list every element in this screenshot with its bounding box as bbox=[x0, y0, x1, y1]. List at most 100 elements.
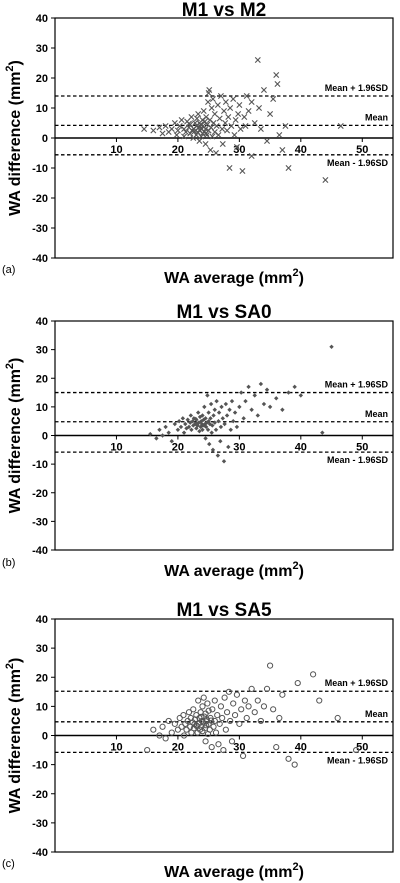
data-point bbox=[174, 726, 182, 733]
data-point bbox=[206, 87, 213, 93]
data-point bbox=[337, 123, 344, 129]
reference-line-label: Mean - 1.96SD bbox=[327, 755, 389, 765]
data-point bbox=[212, 729, 220, 736]
data-point bbox=[206, 726, 213, 733]
y-tick-label: 10 bbox=[36, 103, 48, 115]
data-point bbox=[176, 123, 183, 129]
data-point bbox=[180, 732, 188, 739]
panel-label: (c) bbox=[2, 858, 15, 870]
y-tick-label: -20 bbox=[32, 488, 48, 500]
y-tick-label: 30 bbox=[36, 643, 48, 655]
reference-line-label: Mean - 1.96SD bbox=[327, 158, 389, 168]
data-point bbox=[209, 133, 216, 140]
data-point bbox=[292, 384, 297, 390]
data-point bbox=[180, 712, 187, 719]
y-axis-label: WA difference (mm2) bbox=[4, 60, 24, 216]
reference-line-label: Mean bbox=[365, 709, 388, 719]
y-axis-label-superscript: 2 bbox=[4, 363, 16, 369]
data-point bbox=[189, 427, 194, 432]
reference-line-label: Mean bbox=[365, 112, 388, 122]
data-point bbox=[212, 420, 217, 425]
data-point bbox=[243, 714, 250, 722]
data-point bbox=[225, 688, 233, 695]
data-point bbox=[214, 398, 219, 404]
data-point bbox=[221, 694, 228, 701]
x-axis-label: WA average (mm2) bbox=[164, 861, 304, 881]
data-point bbox=[257, 717, 264, 725]
data-point bbox=[225, 114, 232, 120]
data-point bbox=[154, 436, 159, 441]
data-point bbox=[215, 132, 222, 138]
data-point bbox=[183, 726, 190, 733]
data-point bbox=[257, 126, 264, 132]
data-point bbox=[231, 712, 239, 719]
data-point bbox=[196, 138, 203, 144]
y-tick-label: 0 bbox=[42, 133, 48, 145]
data-point bbox=[228, 738, 236, 745]
y-tick-label: 30 bbox=[36, 43, 48, 55]
y-tick-label: 40 bbox=[36, 13, 48, 25]
data-point bbox=[226, 165, 233, 171]
data-point bbox=[231, 132, 238, 138]
data-point bbox=[211, 697, 218, 704]
data-point bbox=[263, 685, 271, 693]
y-tick-label: 0 bbox=[42, 431, 48, 443]
data-point bbox=[209, 96, 216, 102]
data-point bbox=[194, 426, 199, 431]
data-point bbox=[204, 700, 211, 707]
data-point bbox=[241, 416, 246, 421]
data-point bbox=[320, 430, 325, 435]
data-point bbox=[231, 418, 236, 424]
x-axis-label-close: ) bbox=[299, 563, 304, 580]
data-point bbox=[258, 381, 264, 387]
reference-line-label: Mean + 1.96SD bbox=[325, 678, 389, 688]
x-tick-label: 50 bbox=[356, 442, 368, 454]
y-tick-label: 10 bbox=[36, 402, 48, 414]
data-point bbox=[200, 694, 207, 701]
data-point bbox=[157, 427, 162, 432]
data-point bbox=[261, 401, 267, 407]
data-point bbox=[203, 132, 210, 138]
y-tick-label: -40 bbox=[32, 253, 48, 265]
data-point bbox=[203, 130, 210, 137]
data-point bbox=[224, 413, 230, 418]
data-point bbox=[188, 114, 195, 120]
data-point bbox=[243, 398, 248, 404]
data-point bbox=[248, 685, 255, 693]
y-tick-label: 40 bbox=[36, 316, 48, 328]
y-tick-label: -20 bbox=[32, 193, 48, 205]
data-point bbox=[141, 126, 148, 132]
data-point bbox=[197, 123, 204, 130]
data-point bbox=[353, 746, 360, 754]
data-point bbox=[188, 413, 194, 418]
data-point bbox=[202, 141, 209, 147]
data-point bbox=[202, 404, 207, 410]
data-point bbox=[190, 706, 197, 713]
y-axis-label-superscript: 2 bbox=[4, 65, 16, 71]
data-point bbox=[227, 407, 232, 412]
data-point bbox=[159, 130, 166, 137]
data-point bbox=[211, 111, 218, 117]
data-point bbox=[178, 424, 184, 430]
data-point bbox=[274, 81, 281, 87]
data-point bbox=[279, 691, 286, 698]
data-point bbox=[175, 427, 181, 432]
data-point bbox=[260, 703, 268, 710]
data-point bbox=[285, 165, 292, 171]
data-point bbox=[211, 717, 218, 725]
data-point bbox=[249, 407, 254, 412]
data-point bbox=[286, 390, 291, 395]
data-point bbox=[185, 120, 192, 127]
y-tick-label: -10 bbox=[32, 459, 48, 471]
data-point bbox=[185, 417, 190, 422]
x-tick-label: 30 bbox=[233, 442, 245, 454]
data-point bbox=[171, 120, 178, 126]
data-point bbox=[215, 741, 222, 748]
data-point bbox=[208, 105, 215, 111]
data-point bbox=[219, 141, 226, 147]
data-point bbox=[203, 436, 208, 441]
data-point bbox=[270, 706, 277, 713]
y-axis-label: WA difference (mm2) bbox=[4, 358, 24, 514]
